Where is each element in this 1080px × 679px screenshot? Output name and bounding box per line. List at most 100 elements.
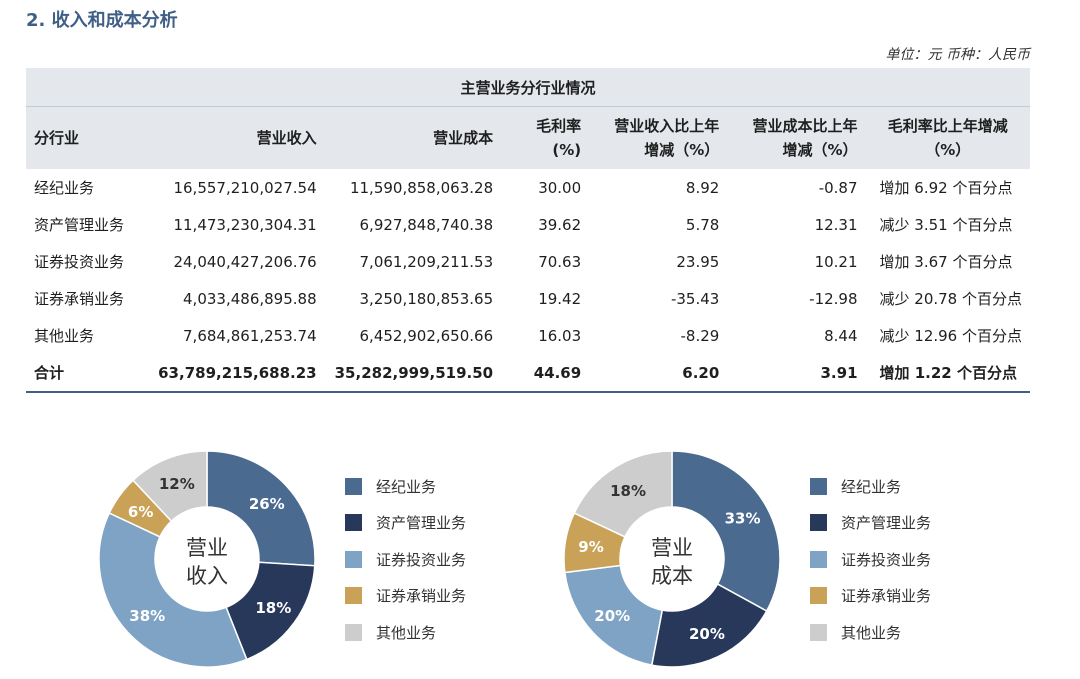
col-header-cost-yoy: 营业成本比上年 增减（%） (727, 106, 866, 169)
legend-label: 经纪业务 (841, 477, 902, 496)
donut-slice (650, 583, 768, 668)
legend-label: 经纪业务 (376, 477, 437, 496)
cell-cost-yoy: 8.44 (824, 326, 858, 345)
unit-note: 单位：元 币种：人民币 (885, 47, 1030, 63)
legend-swatch (810, 477, 827, 495)
segment-table-container: 主营业务分行业情况 分行业 营业收入 营业成本 毛利率 (%) 营业收入比上年 … (26, 68, 1030, 393)
cell-cost-yoy: -12.98 (809, 289, 858, 308)
slice-label: 18% (255, 599, 291, 617)
cell-revenue: 7,684,861,253.74 (183, 326, 317, 345)
cell-segment: 合计 (26, 354, 145, 393)
cell-revenue-yoy: -8.29 (680, 326, 720, 345)
legend-label: 资产管理业务 (841, 514, 932, 533)
legend-item: 经纪业务 (345, 468, 466, 505)
cell-revenue: 4,033,486,895.88 (183, 289, 317, 308)
donut-slice (573, 450, 673, 538)
slice-label: 26% (249, 495, 285, 513)
legend-label: 证券投资业务 (376, 550, 467, 569)
revenue-donut-chart: 26% 18% 38% 6% 12% 营业收入 (98, 450, 316, 668)
col-header-revenue-yoy-line1: 营业收入比上年 (614, 117, 720, 135)
cell-margin: 70.63 (538, 252, 582, 271)
legend-swatch (810, 550, 827, 568)
section-title: 2. 收入和成本分析 (26, 10, 178, 31)
cell-revenue: 11,473,230,304.31 (173, 215, 317, 234)
legend-swatch (810, 623, 827, 641)
donut-center-label: 营业 (186, 536, 228, 560)
cell-cost: 6,452,902,650.66 (359, 326, 494, 345)
cell-segment: 证券承销业务 (34, 290, 125, 308)
legend-swatch (345, 550, 362, 568)
cell-margin-change: 减少 12.96 个百分点 (879, 327, 1022, 345)
cell-cost: 35,282,999,519.50 (324, 354, 502, 393)
legend-item: 资产管理业务 (345, 505, 466, 542)
cell-cost-yoy: 12.31 (814, 215, 858, 234)
cell-revenue-yoy: 8.92 (685, 178, 720, 197)
cell-segment: 证券投资业务 (34, 253, 125, 271)
legend-item: 资产管理业务 (810, 505, 931, 542)
table-row: 其他业务 7,684,861,253.74 6,452,902,650.66 1… (26, 317, 1030, 354)
cell-revenue-yoy: 5.78 (685, 215, 720, 234)
cell-margin: 30.00 (538, 178, 582, 197)
legend-swatch (345, 587, 362, 605)
cell-revenue-yoy: 23.95 (676, 252, 720, 271)
cell-revenue: 24,040,427,206.76 (173, 252, 317, 271)
col-header-margin-change: 毛利率比上年增减（%） (865, 106, 1030, 169)
slice-label: 38% (129, 607, 165, 625)
charts-area: 26% 18% 38% 6% 12% 营业 收入 经纪业务 资产管理业务 证券投资业务 证券承销业… (0, 440, 1080, 679)
table-row: 证券投资业务 24,040,427,206.76 7,061,209,211.5… (26, 243, 1030, 280)
cell-margin: 39.62 (538, 215, 582, 234)
donut-slice (225, 561, 316, 661)
legend-item: 证券投资业务 (345, 541, 466, 578)
legend-label: 证券投资业务 (841, 550, 932, 569)
col-header-margin: 毛利率 (%) (501, 106, 590, 169)
cell-revenue-yoy: -35.43 (670, 289, 720, 308)
revenue-legend: 经纪业务资产管理业务 证券投资业务 证券承销业务 其他业务 (345, 468, 466, 651)
legend-item: 证券承销业务 (810, 578, 931, 615)
cell-cost: 11,590,858,063.28 (349, 178, 494, 197)
cell-segment: 资产管理业务 (34, 216, 125, 234)
donut-center-label: 收入 (186, 564, 228, 588)
legend-swatch (810, 587, 827, 605)
cell-segment: 其他业务 (34, 327, 95, 345)
cell-margin: 44.69 (501, 354, 590, 393)
cell-cost: 3,250,180,853.65 (359, 289, 494, 308)
cell-margin-change: 减少 3.51 个百分点 (879, 216, 1013, 234)
cell-margin: 19.42 (538, 289, 582, 308)
col-header-cost: 营业成本 (324, 106, 502, 169)
cell-margin-change: 增加 6.92 个百分点 (879, 179, 1013, 197)
col-header-segment: 分行业 (26, 106, 145, 169)
cell-cost-yoy: 10.21 (814, 252, 858, 271)
legend-label: 证券承销业务 (376, 587, 467, 606)
legend-swatch (345, 514, 362, 532)
cell-revenue: 63,789,215,688.23 (144, 354, 325, 393)
col-header-revenue-yoy-line2: 增减（%） (644, 141, 720, 159)
cell-margin-change: 增加 1.22 个百分点 (865, 354, 1030, 393)
legend-item: 证券承销业务 (345, 578, 466, 615)
cell-cost-yoy: 3.91 (727, 354, 866, 393)
legend-label: 证券承销业务 (841, 587, 932, 606)
col-header-margin-line2: (%) (552, 141, 582, 159)
col-header-revenue: 营业收入 (144, 106, 325, 169)
slice-label: 20% (689, 625, 725, 643)
legend-item: 其他业务 (345, 614, 466, 651)
cell-cost-yoy: -0.87 (818, 178, 858, 197)
slice-label: 20% (594, 607, 630, 625)
table-row: 资产管理业务 11,473,230,304.31 6,927,848,740.3… (26, 206, 1030, 243)
donut-slice (132, 450, 208, 523)
donut-center-label: 成本 (651, 564, 693, 588)
legend-item: 证券投资业务 (810, 541, 931, 578)
legend-item: 经纪业务 (810, 468, 931, 505)
legend-label: 资产管理业务 (376, 514, 467, 533)
total-row: 合计 63,789,215,688.23 35,282,999,519.50 4… (26, 354, 1030, 393)
donut-slice (98, 512, 248, 668)
cell-cost: 6,927,848,740.38 (359, 215, 494, 234)
donut-slice (564, 564, 664, 666)
col-header-cost-yoy-line1: 营业成本比上年 (752, 117, 858, 135)
legend-swatch (345, 623, 362, 641)
col-header-margin-line1: 毛利率 (536, 117, 582, 135)
legend-label: 其他业务 (376, 623, 437, 642)
col-header-revenue-yoy: 营业收入比上年 增减（%） (589, 106, 728, 169)
slice-label: 12% (159, 475, 195, 493)
legend-swatch (810, 514, 827, 532)
donut-slice (671, 450, 781, 613)
